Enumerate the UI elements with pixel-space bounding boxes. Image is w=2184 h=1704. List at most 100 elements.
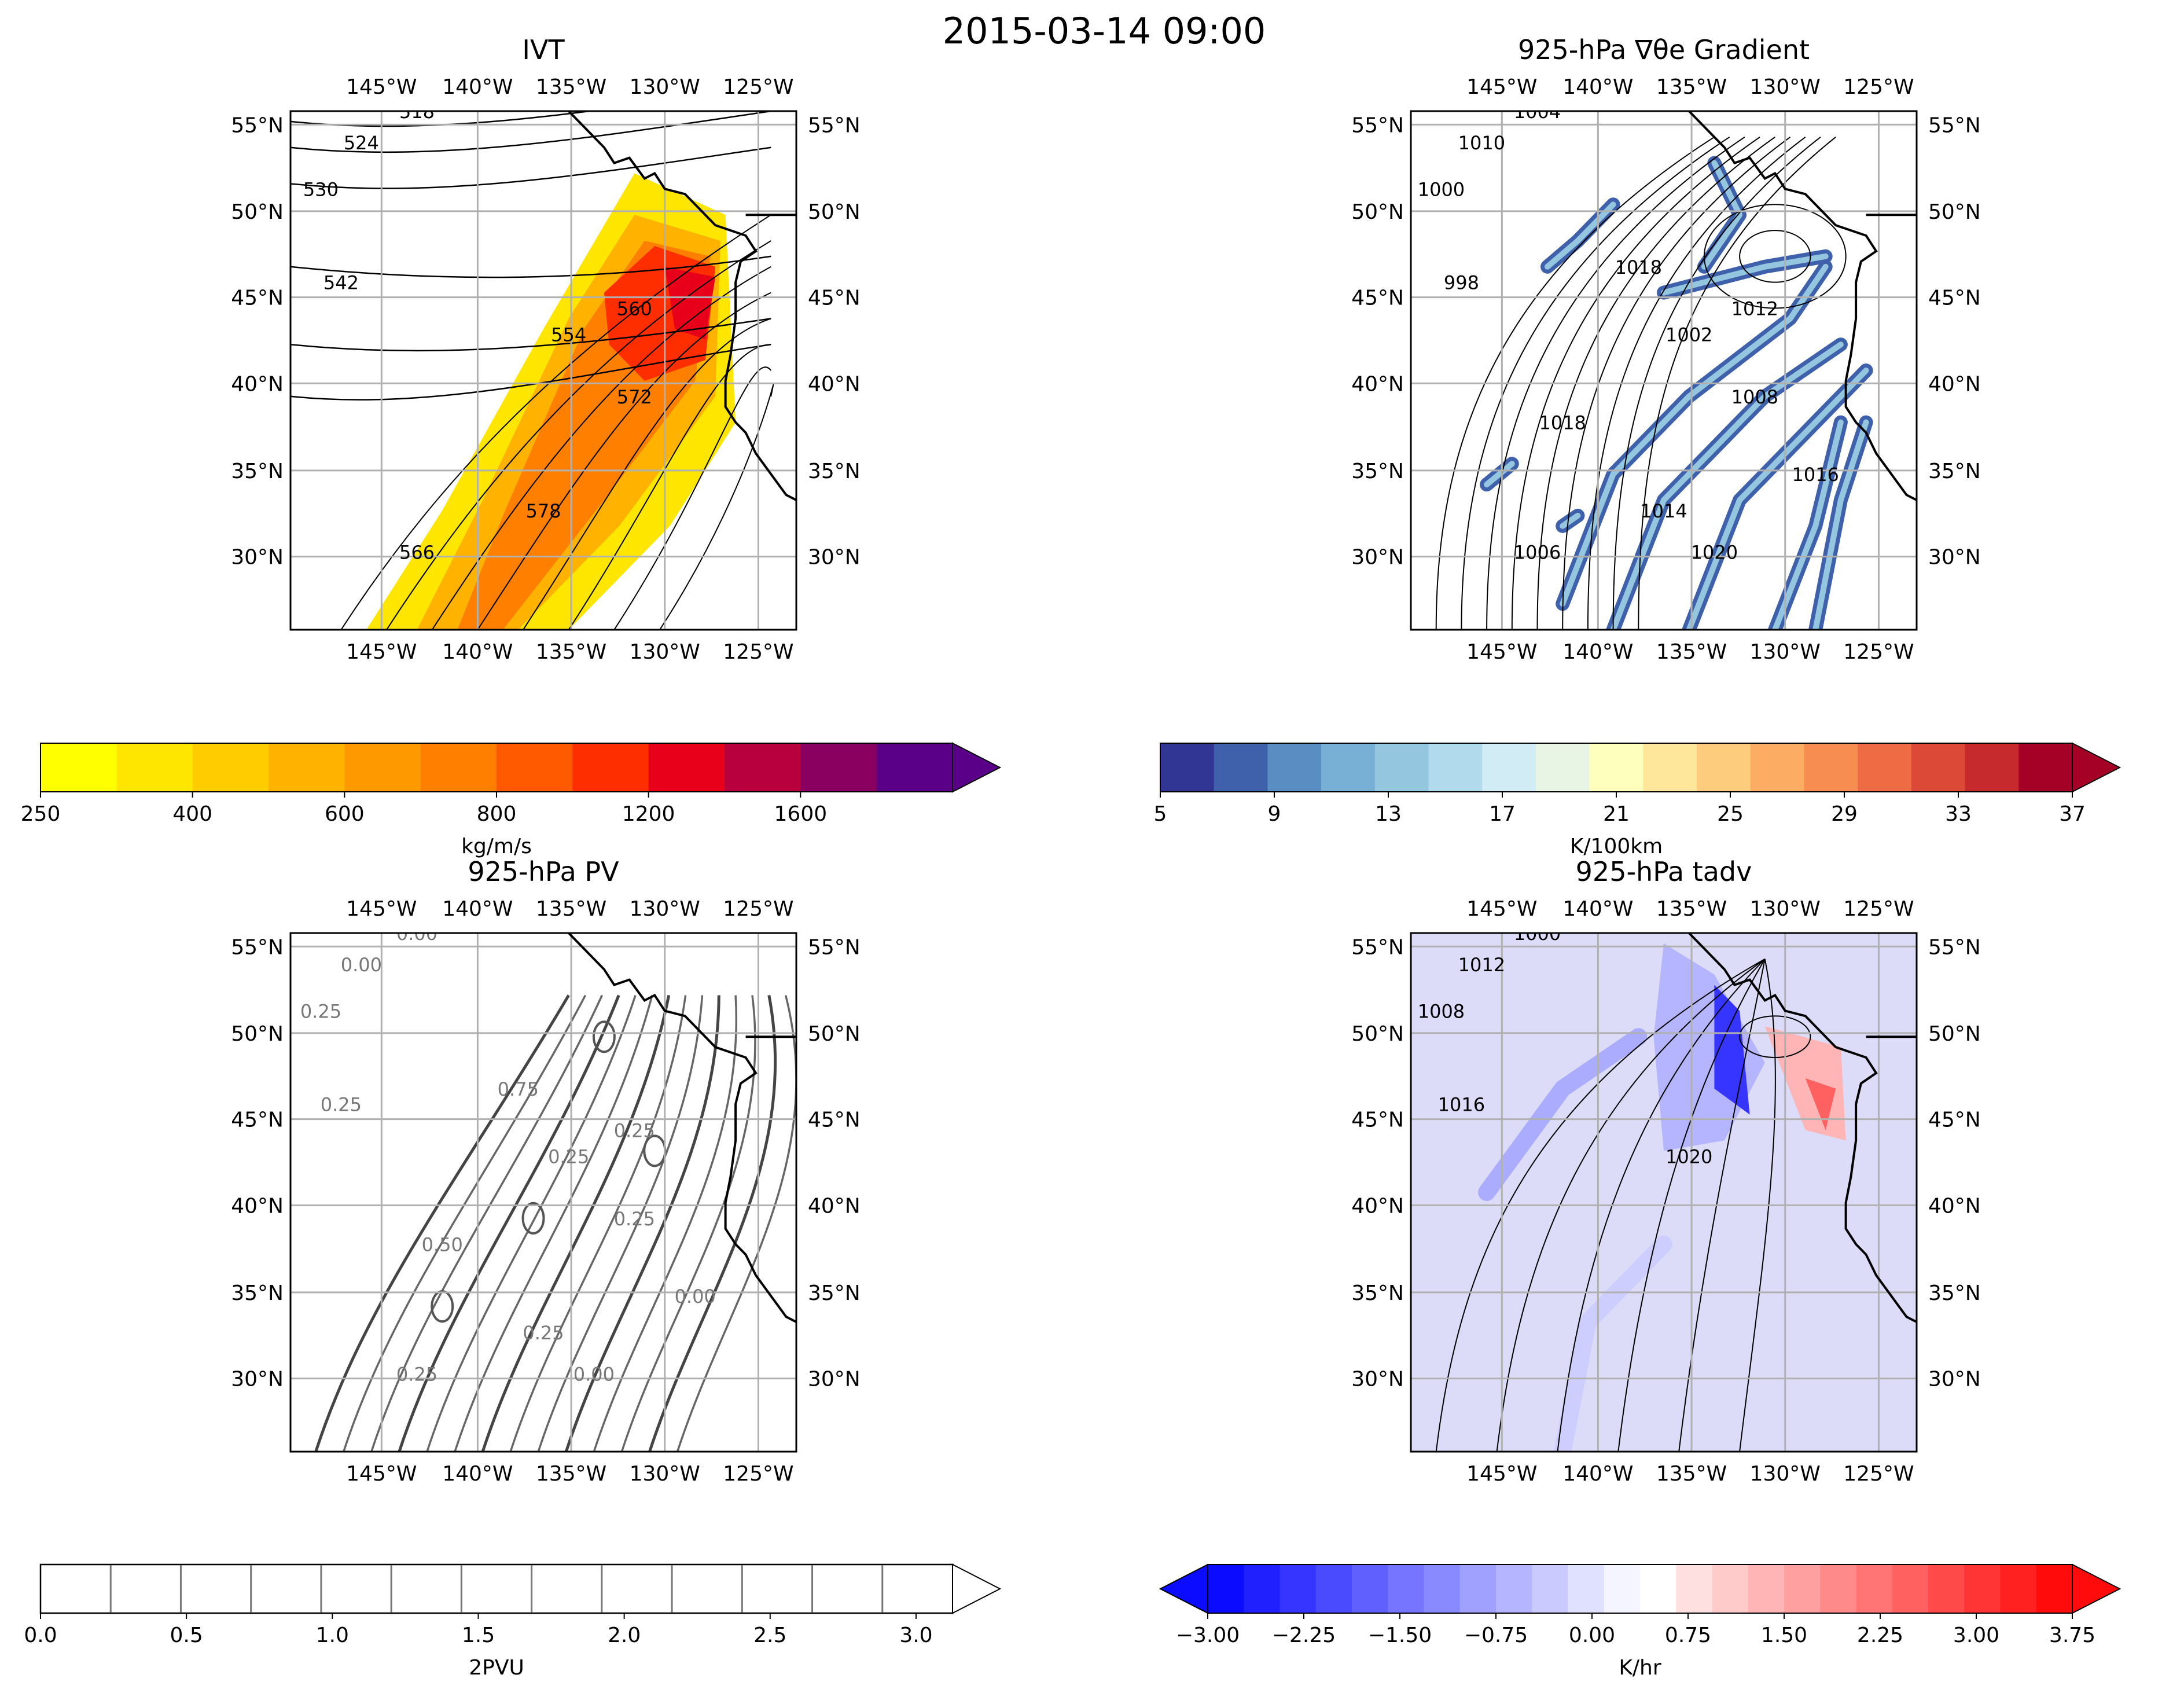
map-panel-4: 1000 1012 1008 1016 1020 925-hPa tadv 145°W 145…: [1351, 856, 1981, 1486]
gradient-band-core: [1560, 512, 1581, 529]
pv-contour: [343, 994, 587, 1452]
pv-contour-closed: [431, 1290, 454, 1323]
lat-label-right: 55°N: [1928, 113, 1981, 137]
pressure-contour: [1435, 958, 1766, 1452]
map-panel-3: 0.00 0.00 0.25 0.25 0.25 0.25 0.25 0.25 0.25 0.50…: [231, 856, 861, 1486]
lat-label-left: 40°N: [1351, 372, 1404, 396]
colorbar-segment: [1321, 743, 1376, 792]
figure-title: 2015-03-14 09:00: [943, 10, 1266, 52]
colorbar-tick-label: 0.75: [1665, 1624, 1711, 1647]
colorbar-tick-label: 0.5: [170, 1624, 203, 1647]
contour-label: 998: [1444, 272, 1479, 294]
map-panel-1: 518 524 530 542 554 560 572 566 578 IVT 145°W 145°W…: [231, 34, 861, 664]
colorbar-segment: [269, 743, 345, 792]
tadv-cold-band: [1554, 1235, 1672, 1452]
lat-label-left: 30°N: [231, 1368, 284, 1391]
lat-label-right: 45°N: [808, 1108, 861, 1132]
lon-label-top: 140°W: [442, 897, 513, 921]
lon-label-bottom: 135°W: [536, 1462, 606, 1486]
colorbar-label: 2PVU: [469, 1656, 524, 1680]
contour-label: 0.25: [614, 1208, 655, 1230]
lat-label-right: 55°N: [808, 113, 861, 137]
colorbar-segment: [250, 1563, 322, 1614]
lon-label-top: 135°W: [1656, 75, 1727, 99]
lon-label-bottom: 125°W: [723, 640, 793, 664]
map-field: 1000 1012 1008 1016 1020: [1411, 933, 1917, 1452]
colorbar-segment: [2000, 1565, 2037, 1613]
colorbar-segment: [109, 1563, 182, 1614]
colorbar-segment: [1697, 743, 1751, 792]
colorbar-segment: [1496, 1565, 1532, 1613]
panel-title: 925-hPa ∇θe Gradient: [1518, 34, 1810, 65]
pv-contour: [481, 995, 671, 1452]
pv-contour: [537, 995, 704, 1452]
lon-label-bottom: 130°W: [630, 1462, 700, 1486]
colorbar-1: 250 400 600 800 1200 1600 kg/m/s: [21, 742, 1002, 858]
contour-label: 1016: [1792, 464, 1839, 486]
lat-label-left: 40°N: [231, 1194, 284, 1218]
lon-label-top: 135°W: [1656, 897, 1727, 921]
colorbar-segment: [1712, 1565, 1749, 1613]
contour-label: 578: [525, 500, 561, 522]
tadv-cold-band: [1478, 1028, 1648, 1201]
colorbar-segment: [1748, 1565, 1785, 1613]
colorbar-tick-label: 5: [1154, 802, 1167, 826]
map-frame: [1410, 110, 1918, 631]
colorbar-extend-arrow: [952, 1563, 1002, 1614]
lon-label-top: 130°W: [630, 897, 700, 921]
contour-label: 572: [617, 386, 652, 408]
lat-label-left: 35°N: [1351, 1281, 1404, 1305]
gradient-band-core: [1686, 368, 1869, 630]
colorbar-segment: [1352, 1565, 1388, 1613]
lon-label-top: 125°W: [1843, 75, 1914, 99]
colorbar-tick-label: 1.0: [316, 1624, 349, 1647]
lat-label-left: 45°N: [231, 1108, 284, 1132]
map-field: 518 524 530 542 554 560 572 566 578: [291, 111, 796, 630]
colorbar-segment: [1374, 743, 1429, 792]
gradient-band-core: [1701, 160, 1743, 270]
lat-label-left: 45°N: [231, 287, 284, 310]
colorbar-tick-label: 2.5: [753, 1624, 786, 1647]
lat-label-left: 30°N: [231, 546, 284, 570]
colorbar-segment: [648, 743, 725, 792]
colorbar-segment: [1315, 1565, 1352, 1613]
colorbar-segment: [1160, 743, 1215, 792]
colorbar-tick-label: 33: [1945, 802, 1972, 826]
colorbar-label: K/hr: [1619, 1656, 1661, 1680]
contour-label: 524: [344, 132, 379, 154]
pv-contour: [370, 994, 603, 1452]
colorbar-tick-label: 400: [172, 802, 212, 826]
coastline: [1688, 111, 1917, 501]
ivt-height-contour: [291, 111, 595, 127]
colorbar-segment: [39, 1563, 112, 1614]
colorbar-tick-label: 21: [1603, 802, 1630, 826]
colorbar-segment: [572, 743, 649, 792]
lat-label-left: 30°N: [1351, 1368, 1404, 1391]
ivt-height-contour: [613, 366, 772, 630]
ivt-height-contour: [386, 240, 771, 630]
colorbar-label: K/100km: [1570, 835, 1663, 858]
panel-title: IVT: [522, 34, 565, 65]
colorbar-segment: [1532, 1565, 1568, 1613]
colorbar-segment: [116, 743, 193, 792]
map-frame: [289, 110, 797, 631]
colorbar-segment: [671, 1563, 744, 1614]
pv-contour: [454, 995, 653, 1452]
contour-label: 0.25: [548, 1145, 589, 1167]
ivt-height-contour: [291, 111, 771, 153]
lon-label-bottom: 140°W: [442, 1462, 513, 1486]
map-field: 1004 1010 1000 998 1002 1012 1008 1006 1014 1018 1…: [1411, 111, 1917, 630]
lat-label-left: 45°N: [1351, 287, 1404, 310]
colorbar-tick-label: 1600: [774, 802, 828, 826]
gradient-band-core: [1661, 253, 1829, 296]
colorbar-segment: [811, 1563, 884, 1614]
contour-label: 1008: [1731, 386, 1778, 408]
coastline: [1688, 933, 1917, 1323]
tadv-warm-core: [1805, 1078, 1836, 1130]
ivt-height-contour: [291, 318, 771, 352]
pv-contour: [648, 995, 777, 1452]
colorbar-tick-label: 0.00: [1569, 1624, 1615, 1647]
ivt-height-contour: [659, 384, 774, 630]
contour-label: 0.00: [341, 954, 382, 976]
lon-label-top: 145°W: [1466, 897, 1537, 921]
